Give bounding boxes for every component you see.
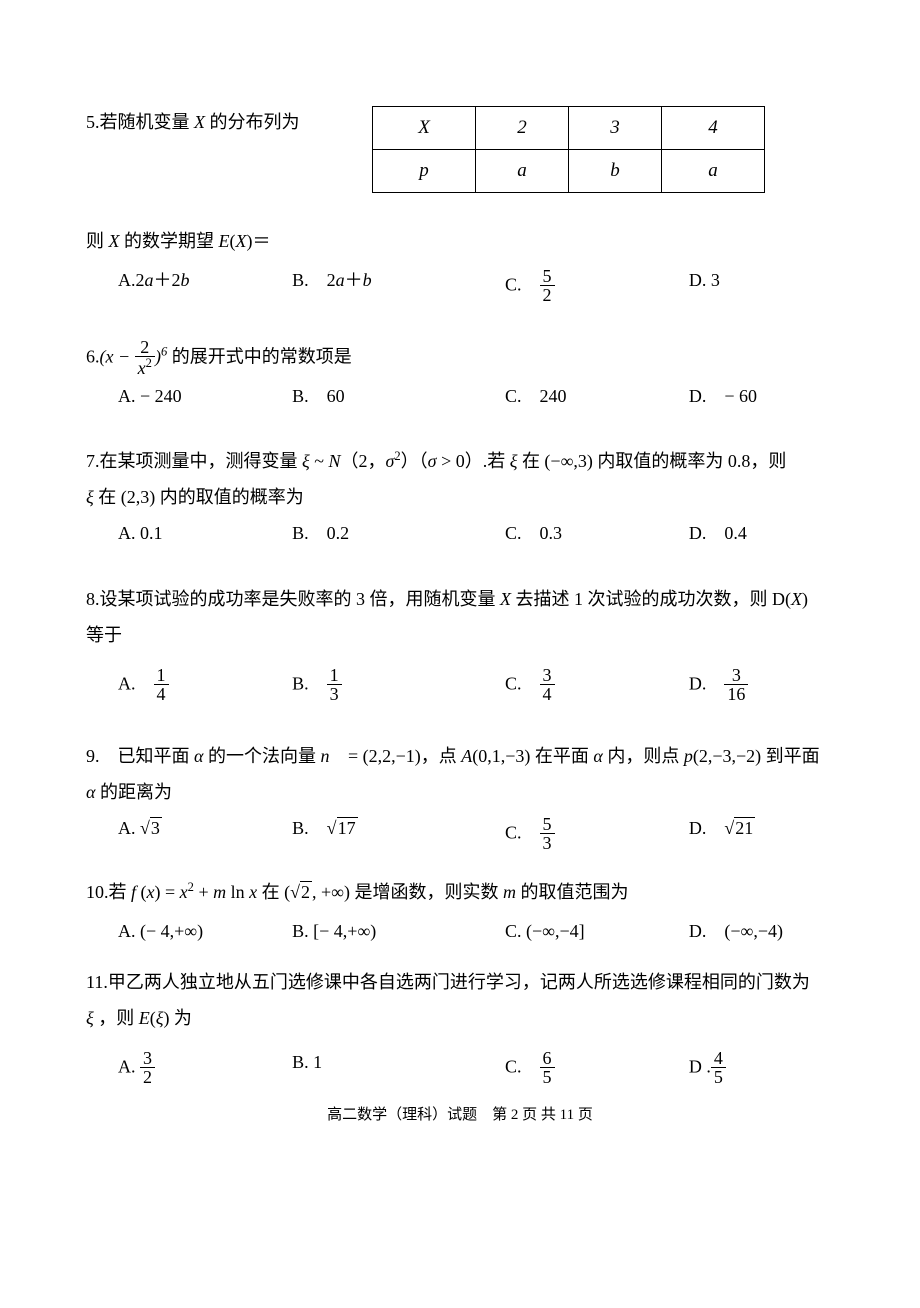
option-a: A. − 240 <box>118 384 292 409</box>
question-11: 11.甲乙两人独立地从五门选修课中各自选两门进行学习，记两人所选选修课程相同的门… <box>86 964 834 1087</box>
option-a: A. 32 <box>118 1050 292 1087</box>
q8-number: 8. <box>86 589 100 609</box>
option-d: D. (−∞,−4) <box>689 919 834 944</box>
option-d: D. − 60 <box>689 384 834 409</box>
question-5: 5.若随机变量 X 的分布列为 X 2 3 4 p a b a 则 X 的数学期… <box>86 110 834 305</box>
option-c: C. 34 <box>505 667 689 704</box>
option-b: B. 2a＋b <box>292 268 505 305</box>
option-a: A. 0.1 <box>118 521 292 546</box>
q9-line2: α 的距离为 <box>86 774 834 810</box>
option-a: A. 14 <box>118 667 292 704</box>
option-b: B. 1 <box>292 1050 505 1087</box>
q7-line1: 7.在某项测量中，测得变量 ξ ~ N（2，σ2）（σ > 0）.若 ξ 在 (… <box>86 443 834 479</box>
option-a: A. (− 4,+∞) <box>118 919 292 944</box>
option-a: A.2a＋2b <box>118 268 292 305</box>
q6-tail: 的展开式中的常数项是 <box>167 347 352 367</box>
q9-line1: 9. 已知平面 α 的一个法向量 n⃗ = (2,2,−1)，点 A(0,1,−… <box>86 738 834 774</box>
q6-options: A. − 240 B. 60 C. 240 D. − 60 <box>86 384 834 409</box>
q11-number: 11. <box>86 972 108 992</box>
option-b: B. [− 4,+∞) <box>292 919 505 944</box>
table-cell: 2 <box>476 107 569 150</box>
option-d: D. 3 <box>689 268 834 305</box>
question-7: 7.在某项测量中，测得变量 ξ ~ N（2，σ2）（σ > 0）.若 ξ 在 (… <box>86 443 834 546</box>
q6-stem: 6.(x − 2x2)6 的展开式中的常数项是 <box>86 339 834 378</box>
option-b: B. 0.2 <box>292 521 505 546</box>
option-d: D. 316 <box>689 667 834 704</box>
page-footer: 高二数学（理科）试题 第 2 页 共 11 页 <box>86 1105 834 1126</box>
table-cell: 4 <box>662 107 765 150</box>
option-d: D. 0.4 <box>689 521 834 546</box>
q11-line1: 11.甲乙两人独立地从五门选修课中各自选两门进行学习，记两人所选选修课程相同的门… <box>86 964 834 1000</box>
table-cell: a <box>476 150 569 193</box>
q10-stem: 10.若 f (x) = x2 + m ln x 在 (√2, +∞) 是增函数… <box>86 879 834 905</box>
table-cell: X <box>373 107 476 150</box>
option-c: C. 52 <box>505 268 689 305</box>
q5-number: 5. <box>86 112 100 132</box>
option-d: D .45 <box>689 1050 834 1087</box>
option-c: C. 65 <box>505 1050 689 1087</box>
table-cell: 3 <box>569 107 662 150</box>
question-9: 9. 已知平面 α 的一个法向量 n⃗ = (2,2,−1)，点 A(0,1,−… <box>86 738 834 853</box>
option-c: C. 240 <box>505 384 689 409</box>
q5-row: 5.若随机变量 X 的分布列为 X 2 3 4 p a b a <box>86 110 834 193</box>
q5-options: A.2a＋2b B. 2a＋b C. 52 D. 3 <box>86 268 834 305</box>
q7-options: A. 0.1 B. 0.2 C. 0.3 D. 0.4 <box>86 521 834 546</box>
q8-line1: 8.设某项试验的成功率是失败率的 3 倍，用随机变量 X 去描述 1 次试验的成… <box>86 581 834 617</box>
q7-number: 7. <box>86 451 100 471</box>
q5-stem: 5.若随机变量 X 的分布列为 <box>86 110 372 135</box>
option-c: C. 53 <box>505 816 689 853</box>
option-b: B. √17 <box>292 816 505 853</box>
table-cell: a <box>662 150 765 193</box>
question-6: 6.(x − 2x2)6 的展开式中的常数项是 A. − 240 B. 60 C… <box>86 339 834 409</box>
question-10: 10.若 f (x) = x2 + m ln x 在 (√2, +∞) 是增函数… <box>86 879 834 944</box>
q6-number: 6. <box>86 347 100 367</box>
q9-options: A. √3 B. √17 C. 53 D. √21 <box>86 816 834 853</box>
table-row: X 2 3 4 <box>373 107 765 150</box>
option-a: A. √3 <box>118 816 292 853</box>
option-b: B. 60 <box>292 384 505 409</box>
q9-number: 9. <box>86 746 118 766</box>
option-d: D. √21 <box>689 816 834 853</box>
option-c: C. 0.3 <box>505 521 689 546</box>
table-row: p a b a <box>373 150 765 193</box>
q5-distribution-table: X 2 3 4 p a b a <box>372 106 765 193</box>
q8-line2: 等于 <box>86 617 834 653</box>
table-cell: p <box>373 150 476 193</box>
q8-options: A. 14 B. 13 C. 34 D. 316 <box>86 667 834 704</box>
q10-number: 10. <box>86 882 109 902</box>
q5-sub: 则 X 的数学期望 E(X)＝ <box>86 229 834 254</box>
question-8: 8.设某项试验的成功率是失败率的 3 倍，用随机变量 X 去描述 1 次试验的成… <box>86 581 834 704</box>
option-c: C. (−∞,−4] <box>505 919 689 944</box>
q5-stem-text: 若随机变量 X 的分布列为 <box>100 112 300 132</box>
q10-options: A. (− 4,+∞) B. [− 4,+∞) C. (−∞,−4] D. (−… <box>86 919 834 944</box>
q7-line2: ξ 在 (2,3) 内的取值的概率为 <box>86 479 834 515</box>
option-b: B. 13 <box>292 667 505 704</box>
q11-options: A. 32 B. 1 C. 65 D .45 <box>86 1050 834 1087</box>
q11-line2: ξ ，则 E(ξ) 为 <box>86 1000 834 1036</box>
table-cell: b <box>569 150 662 193</box>
